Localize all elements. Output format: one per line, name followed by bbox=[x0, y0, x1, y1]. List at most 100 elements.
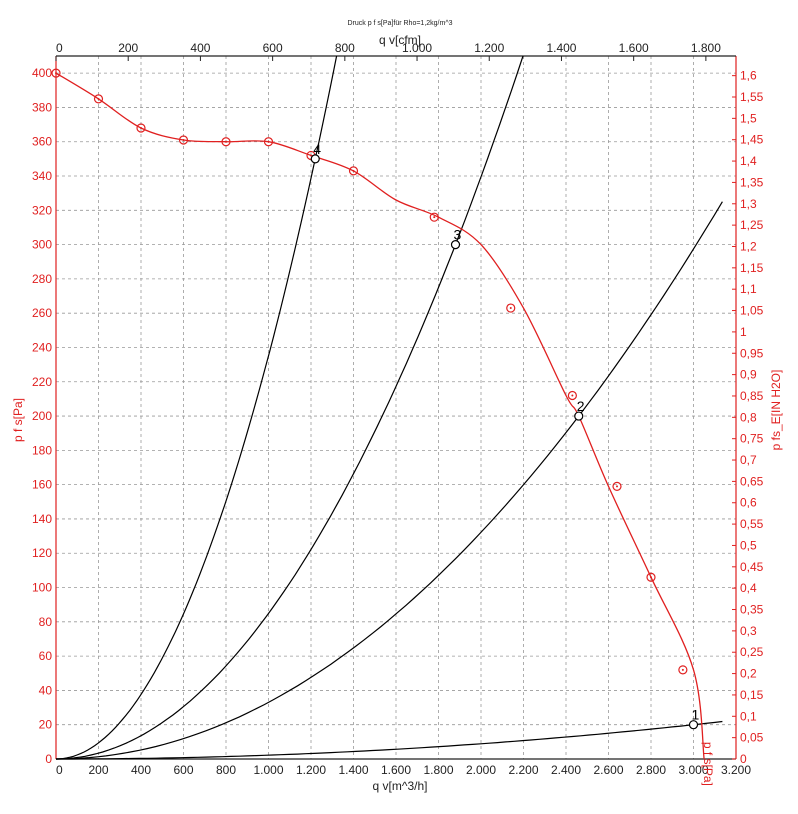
fan-curve-marker bbox=[93, 94, 104, 104]
y-tick-label: 200 bbox=[32, 409, 52, 423]
y2-tick-label: 0,7 bbox=[740, 453, 757, 467]
y-tick-label: 80 bbox=[39, 615, 53, 629]
tick-labels: 0 200 400 600 800 1.000 1.200 1.400 1.600 1.800 2.… bbox=[32, 41, 764, 777]
fan-curve-marker-dot bbox=[140, 127, 142, 130]
system-curve bbox=[56, 720, 723, 760]
x-tick-label: 3.000 bbox=[678, 763, 708, 777]
operating-points: 4 3 2 1 bbox=[310, 141, 700, 730]
y2-tick-label: 1,15 bbox=[740, 261, 764, 275]
right-axis-label: p fs_E[IN H2O] bbox=[769, 370, 783, 451]
y-tick-label: 340 bbox=[32, 169, 52, 183]
system-curve bbox=[55, 55, 338, 760]
x2-tick-label: 1.000 bbox=[402, 41, 432, 55]
y-tick-label: 140 bbox=[32, 512, 52, 526]
y-tick-label: 180 bbox=[32, 443, 52, 457]
y-tick-label: 240 bbox=[32, 340, 52, 354]
y2-tick-label: 0,4 bbox=[740, 581, 757, 595]
x2-tick-label: 600 bbox=[263, 41, 283, 55]
y-tick-label: 380 bbox=[32, 100, 52, 114]
fan-curve-marker-dot bbox=[509, 307, 512, 310]
operating-point-marker bbox=[450, 240, 461, 250]
y2-tick-label: 1,6 bbox=[740, 69, 757, 83]
x-tick-label: 200 bbox=[88, 763, 108, 777]
fan-curve-marker bbox=[348, 166, 359, 176]
left-axis-label: p f s[Pa] bbox=[11, 398, 25, 442]
fan-curve-marker-dot bbox=[97, 97, 100, 100]
operating-point-marker bbox=[310, 154, 320, 164]
x-tick-label: 1.200 bbox=[296, 763, 326, 777]
x-tick-label: 2.000 bbox=[466, 763, 496, 777]
x-tick-label: 1.400 bbox=[338, 763, 368, 777]
x-tick-label: 600 bbox=[173, 763, 193, 777]
fan-curve-marker bbox=[646, 572, 656, 582]
fan-curve-marker bbox=[178, 135, 189, 145]
y-tick-label: 20 bbox=[39, 718, 53, 732]
x2-tick-label: 1.400 bbox=[546, 41, 576, 55]
y-tick-label: 280 bbox=[32, 272, 52, 286]
operating-point-label: 4 bbox=[313, 141, 321, 157]
fan-curve-marker-dot bbox=[225, 140, 227, 143]
operating-point-label: 2 bbox=[577, 398, 585, 414]
system-curve bbox=[55, 201, 723, 760]
y2-tick-label: 1,05 bbox=[740, 304, 764, 318]
system-curves bbox=[55, 55, 723, 760]
y2-tick-label: 0,65 bbox=[740, 474, 764, 488]
y2-tick-label: 1,35 bbox=[740, 175, 764, 189]
axes bbox=[55, 55, 737, 760]
y2-tick-label: 0,95 bbox=[740, 346, 764, 360]
fan-curve-marker bbox=[506, 303, 516, 313]
fan-curve-marker bbox=[221, 137, 231, 147]
fan-curve-marker-dot bbox=[650, 576, 652, 579]
y-tick-label: 120 bbox=[32, 546, 52, 560]
fan-curve-marker-dot bbox=[352, 169, 355, 172]
fan-curve-marker bbox=[429, 212, 439, 222]
y-tick-label: 60 bbox=[39, 649, 53, 663]
y2-tick-label: 1,55 bbox=[740, 90, 764, 104]
fan-curve-marker-dot bbox=[182, 139, 185, 142]
x2-tick-label: 200 bbox=[118, 41, 138, 55]
fan-curve-marker bbox=[612, 481, 622, 491]
y2-tick-label: 0,6 bbox=[740, 496, 757, 510]
y2-tick-label: 0,55 bbox=[740, 517, 764, 531]
x2-tick-label: 0 bbox=[56, 41, 63, 55]
fan-curve-marker bbox=[263, 137, 274, 147]
fan-curve-marker bbox=[51, 68, 61, 78]
y2-tick-label: 0,45 bbox=[740, 560, 764, 574]
y2-tick-label: 1,4 bbox=[740, 154, 757, 168]
x-tick-label: 0 bbox=[56, 763, 63, 777]
y2-tick-label: 0,05 bbox=[740, 731, 764, 745]
x-tick-label: 2.400 bbox=[551, 763, 581, 777]
y2-tick-label: 0,15 bbox=[740, 688, 764, 702]
y2-tick-label: 0 bbox=[740, 752, 747, 766]
x-tick-label: 3.200 bbox=[721, 763, 751, 777]
y-tick-label: 160 bbox=[32, 478, 52, 492]
fan-curve-marker-dot bbox=[267, 140, 270, 143]
y2-tick-label: 0,85 bbox=[740, 389, 764, 403]
x-tick-label: 1.600 bbox=[381, 763, 411, 777]
fan-curve-marker-dot bbox=[55, 72, 57, 75]
operating-point-marker bbox=[574, 411, 584, 421]
y2-tick-label: 1,25 bbox=[740, 218, 764, 232]
y-tick-label: 360 bbox=[32, 135, 52, 149]
x2-tick-label: 400 bbox=[190, 41, 210, 55]
y2-tick-label: 1,5 bbox=[740, 111, 757, 125]
y-tick-label: 40 bbox=[39, 683, 53, 697]
y2-tick-label: 0,8 bbox=[740, 410, 757, 424]
fan-curve-marker-dot bbox=[310, 154, 312, 157]
y-tick-label: 260 bbox=[32, 306, 52, 320]
fan-curve-marker-dot bbox=[681, 668, 684, 671]
x-tick-label: 400 bbox=[131, 763, 151, 777]
y-tick-label: 0 bbox=[45, 752, 52, 766]
y2-tick-label: 1,3 bbox=[740, 197, 757, 211]
x-tick-label: 2.600 bbox=[593, 763, 623, 777]
fan-curve-series-label: p f s[Pa] bbox=[701, 742, 715, 786]
grid bbox=[55, 56, 737, 760]
x2-tick-label: 1.800 bbox=[691, 41, 721, 55]
fan-curve-marker-dot bbox=[433, 216, 436, 219]
operating-point-marker bbox=[688, 720, 699, 730]
y-tick-label: 400 bbox=[32, 66, 52, 80]
fan-curve-marker bbox=[136, 123, 146, 133]
fan-curve-marker-dot bbox=[571, 394, 574, 397]
system-curve bbox=[55, 55, 524, 760]
